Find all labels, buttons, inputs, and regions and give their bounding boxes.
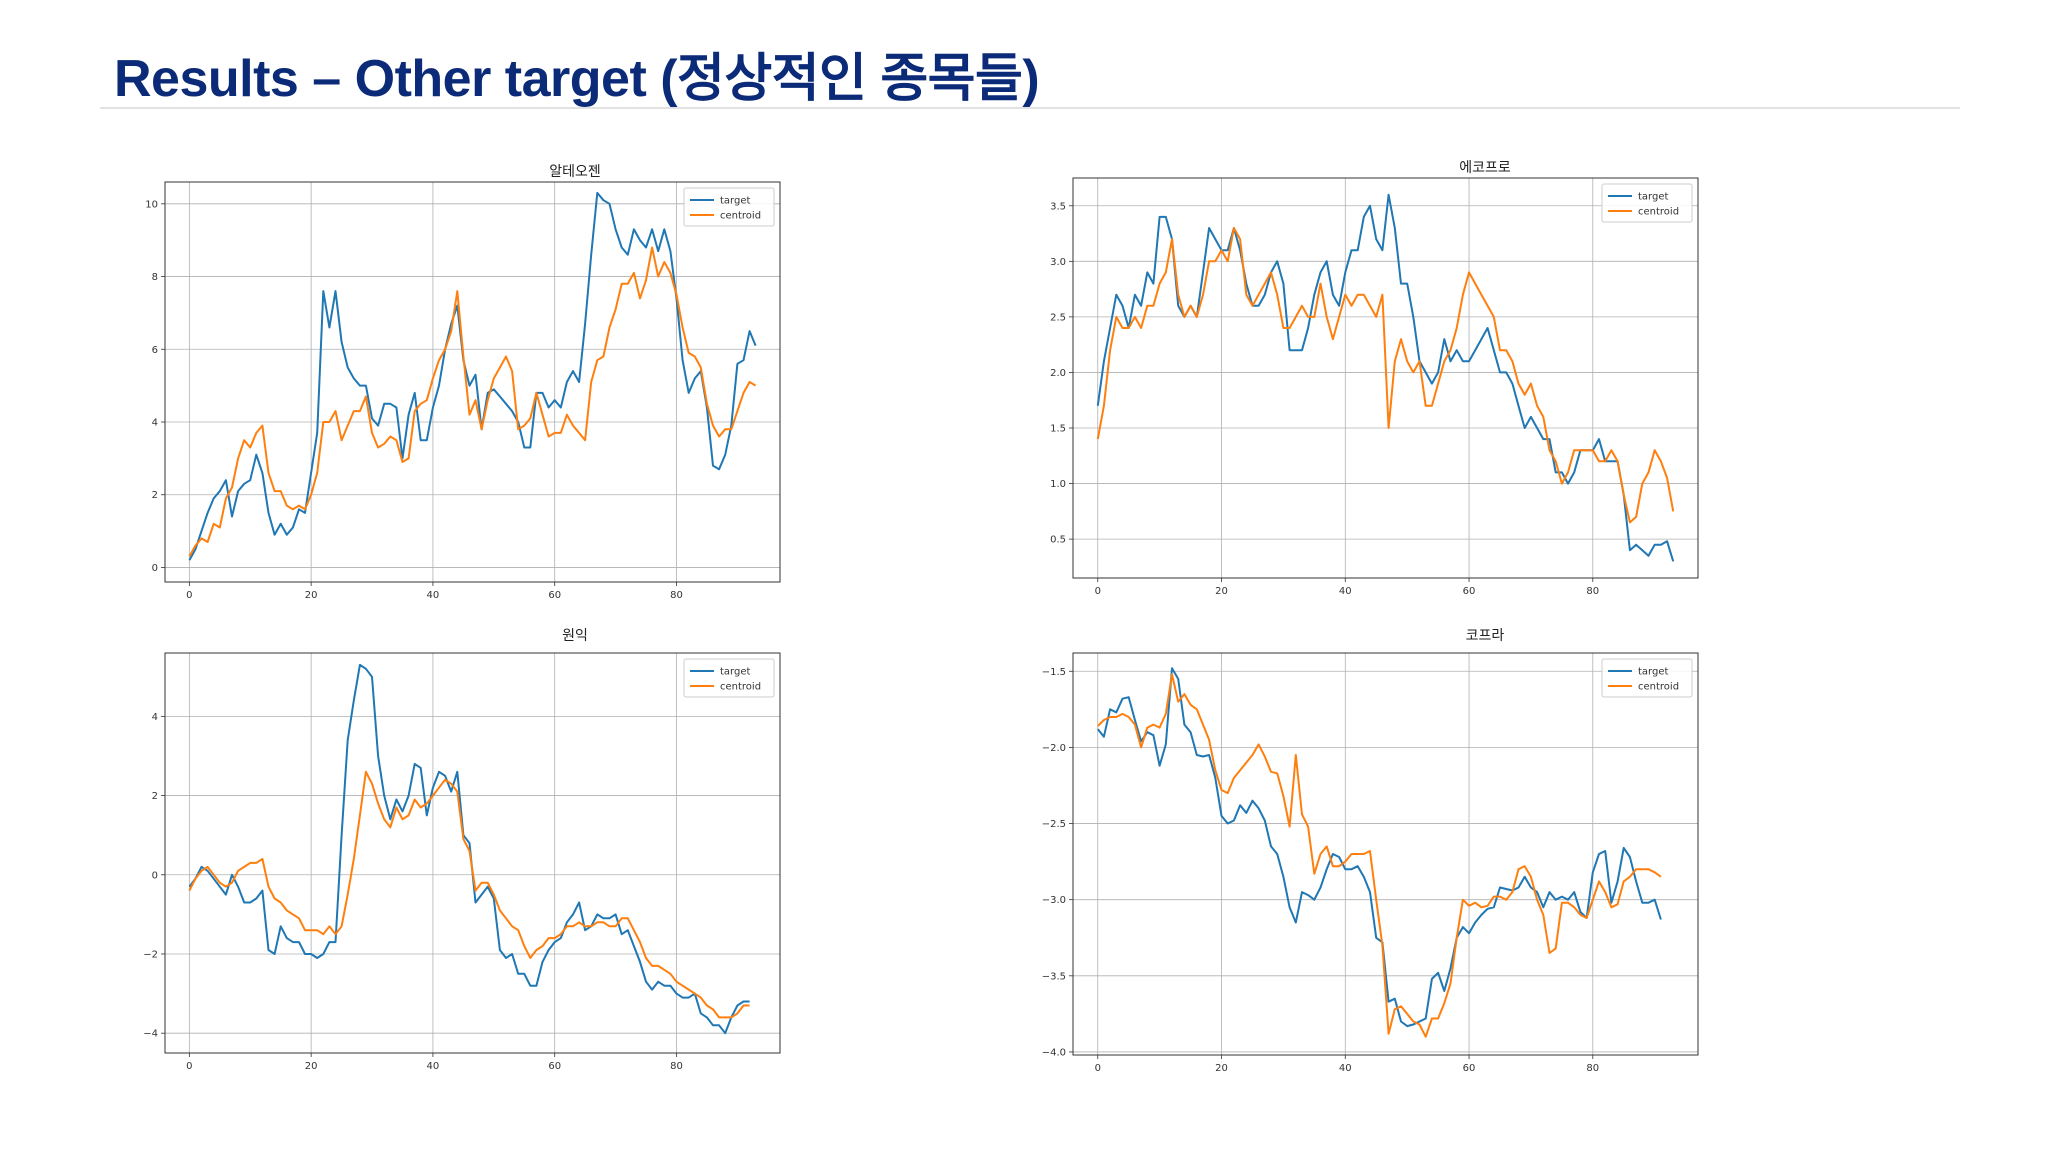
y-tick-label: −4.0 bbox=[1042, 1047, 1066, 1058]
series-line-centroid bbox=[1096, 227, 1675, 524]
legend-label-centroid: centroid bbox=[720, 682, 761, 693]
y-tick-label: 3.5 bbox=[1050, 201, 1066, 212]
x-tick-label: 60 bbox=[1463, 586, 1476, 597]
x-tick-label: 20 bbox=[1215, 1063, 1228, 1074]
y-tick-label: −3.5 bbox=[1042, 971, 1066, 982]
x-tick-label: 60 bbox=[1463, 1063, 1476, 1074]
legend-label-centroid: centroid bbox=[1638, 207, 1679, 218]
slide-title: Results – Other target (정상적인 종목들) bbox=[114, 50, 1040, 108]
x-tick-label: 40 bbox=[1339, 1063, 1352, 1074]
chart-kopla: 0 20 40 60 80 −4.0 −3.5 −3.0 −2.5 −2.0 −1.5 target c… bbox=[1042, 628, 1699, 1074]
x-tick-label: 40 bbox=[427, 1061, 440, 1072]
x-tick-label: 40 bbox=[427, 590, 440, 601]
y-tick-label: 4 bbox=[152, 712, 158, 723]
legend-label-centroid: centroid bbox=[1638, 682, 1679, 693]
x-tick-label: 0 bbox=[1095, 586, 1101, 597]
plot-area bbox=[165, 653, 780, 1053]
legend-label-centroid: centroid bbox=[720, 211, 761, 222]
x-tick-label: 0 bbox=[186, 1061, 192, 1072]
y-tick-label: 2 bbox=[152, 490, 158, 501]
x-tick-label: 60 bbox=[548, 1061, 561, 1072]
y-tick-label: 6 bbox=[152, 345, 158, 356]
y-tick-label: 2 bbox=[152, 791, 158, 802]
y-tick-label: 3.0 bbox=[1050, 257, 1066, 268]
legend-box bbox=[683, 187, 775, 227]
legend-box bbox=[1601, 658, 1693, 698]
x-tick-label: 0 bbox=[186, 590, 192, 601]
y-tick-label: 2.5 bbox=[1050, 312, 1066, 323]
y-tick-label: 0 bbox=[152, 870, 158, 881]
legend: target centroid bbox=[1601, 658, 1693, 698]
x-tick-label: 60 bbox=[548, 590, 561, 601]
chart-alteogen: 0 20 40 60 80 0 2 4 6 8 10 target centroid 알테오젠 bbox=[145, 164, 781, 601]
chart-title: 에코프로 bbox=[1459, 160, 1511, 176]
x-tick-label: 20 bbox=[305, 590, 318, 601]
y-tick-label: 4 bbox=[152, 418, 158, 429]
series-line-target bbox=[188, 191, 757, 561]
y-tick-label: −4 bbox=[143, 1029, 158, 1040]
y-tick-label: 8 bbox=[152, 272, 158, 283]
chart-wonik: 0 20 40 60 80 −4 −2 0 2 4 target centroid 원익 bbox=[143, 628, 781, 1072]
y-tick-label: 1.0 bbox=[1050, 479, 1066, 490]
plot-frame bbox=[164, 652, 781, 1054]
plot-frame bbox=[1072, 177, 1699, 579]
title-divider bbox=[100, 107, 1960, 109]
legend: target centroid bbox=[1601, 183, 1693, 223]
legend-label-target: target bbox=[720, 196, 750, 207]
y-tick-label: 0 bbox=[152, 563, 158, 574]
legend-box bbox=[1601, 183, 1693, 223]
x-tick-label: 80 bbox=[670, 1061, 683, 1072]
y-tick-label: −2.0 bbox=[1042, 743, 1066, 754]
legend-label-target: target bbox=[720, 667, 750, 678]
series-line-centroid bbox=[1097, 673, 1662, 1038]
y-tick-label: −1.5 bbox=[1042, 667, 1066, 678]
plot-frame bbox=[164, 181, 781, 583]
y-tick-label: 1.5 bbox=[1050, 424, 1066, 435]
y-tick-label: −2.5 bbox=[1042, 819, 1066, 830]
y-tick-label: 0.5 bbox=[1050, 535, 1066, 546]
series-line-centroid bbox=[188, 770, 750, 1019]
legend-label-target: target bbox=[1638, 667, 1668, 678]
chart-title: 알테오젠 bbox=[549, 164, 601, 180]
x-tick-label: 0 bbox=[1095, 1063, 1101, 1074]
x-tick-label: 80 bbox=[670, 590, 683, 601]
y-tick-label: −2 bbox=[143, 949, 158, 960]
series-line-target bbox=[188, 663, 750, 1035]
x-tick-label: 80 bbox=[1586, 1063, 1599, 1074]
chart-ecopro: 0 20 40 60 80 0.5 1.0 1.5 2.0 2.5 3.0 3.5 target cent… bbox=[1050, 160, 1699, 597]
y-tick-label: 10 bbox=[145, 199, 158, 210]
legend: target centroid bbox=[683, 658, 775, 698]
legend-label-target: target bbox=[1638, 192, 1668, 203]
y-tick-label: 2.0 bbox=[1050, 368, 1066, 379]
legend: target centroid bbox=[683, 187, 775, 227]
x-tick-label: 20 bbox=[305, 1061, 318, 1072]
x-tick-label: 40 bbox=[1339, 586, 1352, 597]
chart-title: 코프라 bbox=[1466, 628, 1505, 644]
legend-box bbox=[683, 658, 775, 698]
x-tick-label: 80 bbox=[1586, 586, 1599, 597]
series-line-centroid bbox=[188, 246, 757, 557]
y-tick-label: −3.0 bbox=[1042, 895, 1066, 906]
plot-frame bbox=[1072, 652, 1699, 1056]
chart-title: 원익 bbox=[562, 628, 588, 644]
x-tick-label: 20 bbox=[1215, 586, 1228, 597]
series-line-target bbox=[1097, 667, 1662, 1028]
